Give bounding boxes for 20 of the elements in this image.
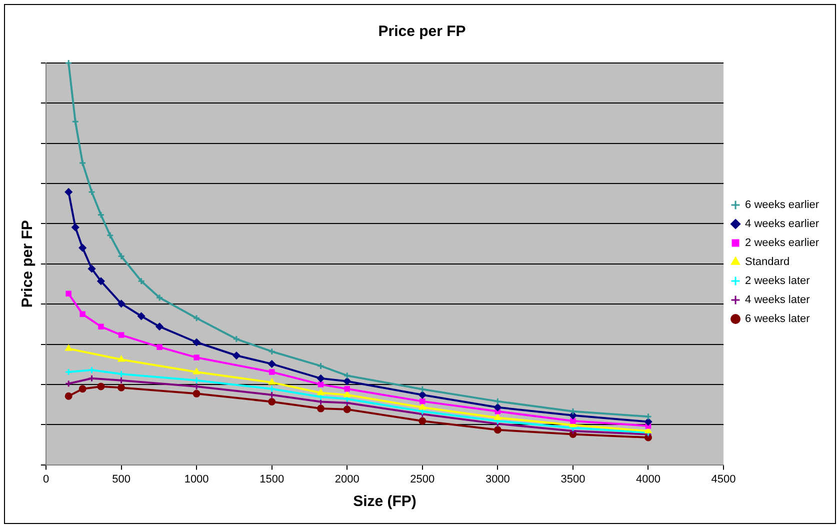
x-tick-label: 500 (112, 473, 130, 486)
x-tick-label: 1500 (260, 473, 284, 486)
x-tick-label: 4000 (636, 473, 660, 486)
x-tick-label: 0 (42, 473, 50, 486)
x-tick-label: 2000 (334, 473, 360, 486)
legend-label: 2 weeks earlier (745, 237, 820, 250)
legend-label: 4 weeks earlier (745, 218, 820, 230)
chart-title: Price per FP (378, 23, 466, 40)
legend-label: 2 weeks later (745, 275, 810, 288)
x-tick-label: 2500 (410, 473, 435, 486)
legend-label: 4 weeks later (745, 294, 810, 306)
legend-label: Standard (745, 256, 790, 268)
x-tick-label: 1000 (184, 473, 209, 486)
x-tick-label: 4500 (711, 473, 736, 486)
legend-label: 6 weeks earlier (745, 199, 820, 212)
x-tick-label: 3500 (560, 473, 586, 486)
x-axis-title: Size (FP) (353, 493, 416, 510)
legend-label: 6 weeks later (745, 313, 810, 326)
x-tick-label: 3000 (485, 473, 510, 486)
y-axis-title: Price per FP (19, 220, 36, 308)
